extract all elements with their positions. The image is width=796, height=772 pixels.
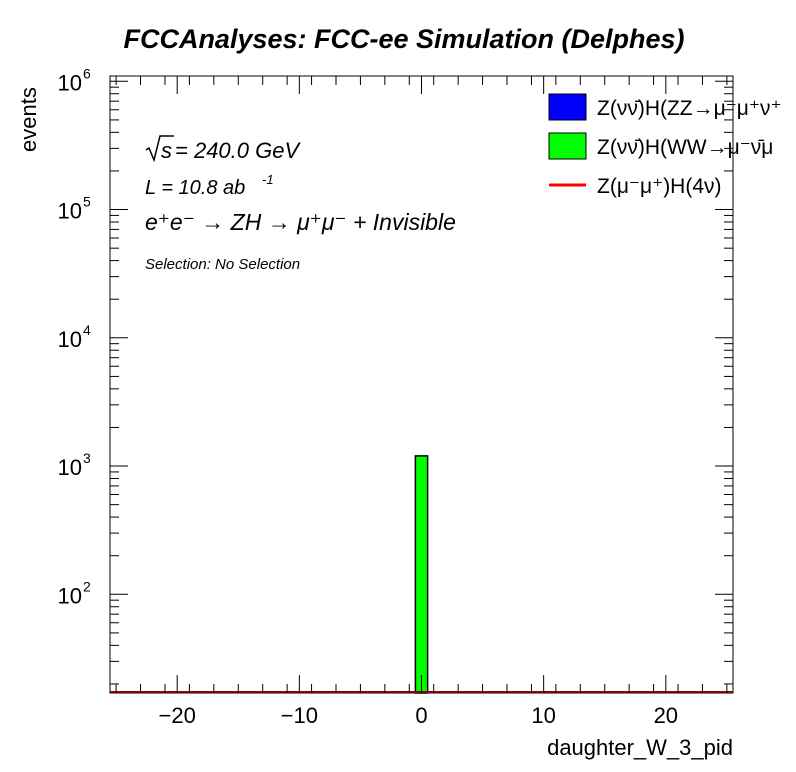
sqrt-s-annotation: s = 240.0 GeV — [145, 135, 301, 163]
legend-label-2: Z(μ⁻μ⁺)H(4ν) — [597, 175, 722, 198]
x-axis-label: daughter_W_3_pid — [547, 735, 733, 760]
y-tick-label-exponent: 3 — [83, 450, 91, 466]
sqrt-s-text: s — [161, 138, 172, 163]
histogram-bars — [110, 455, 733, 694]
process-text: e⁺e⁻ → ZH → μ⁺μ⁻ + Invisible — [145, 209, 456, 235]
y-tick-label: 10 — [58, 455, 82, 480]
y-tick-label: 10 — [58, 327, 82, 352]
y-tick-label-exponent: 2 — [83, 578, 91, 594]
sqrt-symbol — [145, 135, 174, 163]
selection-text: Selection: No Selection — [145, 256, 300, 273]
y-tick-label: 10 — [58, 199, 82, 224]
x-tick-label: −20 — [159, 703, 196, 728]
luminosity-text: L = 10.8 ab — [145, 177, 245, 199]
annotation-block: s = 240.0 GeV L = 10.8 ab -1 e⁺e⁻ → ZH →… — [145, 135, 456, 273]
y-tick-label: 10 — [58, 583, 82, 608]
chart-title: FCCAnalyses: FCC-ee Simulation (Delphes) — [123, 24, 684, 54]
y-axis-label: events — [16, 87, 41, 152]
luminosity-annotation: L = 10.8 ab -1 — [145, 172, 274, 199]
legend-label-1: Z(νν̄)H(WW→μ⁻ν̄μ — [597, 136, 773, 159]
legend-label-0: Z(νν̄)H(ZZ→μ⁻μ⁺ν⁺ — [597, 97, 782, 120]
legend-swatch-0 — [548, 93, 587, 121]
x-tick-label: 0 — [415, 703, 427, 728]
energy-text: = 240.0 GeV — [175, 138, 301, 163]
y-tick-label-exponent: 4 — [83, 322, 91, 338]
legend: Z(νν̄)H(ZZ→μ⁻μ⁺ν⁺ Z(νν̄)H(WW→μ⁻ν̄μ Z(μ⁻μ⁺)… — [548, 93, 782, 198]
x-tick-label: 10 — [531, 703, 555, 728]
legend-swatch-1 — [548, 132, 587, 160]
y-tick-label: 10 — [58, 70, 82, 95]
x-tick-label: −10 — [281, 703, 318, 728]
x-tick-label: 20 — [654, 703, 678, 728]
y-tick-label-exponent: 5 — [83, 194, 91, 210]
luminosity-exponent: -1 — [262, 172, 274, 187]
histogram-bar-series-1-bin-0 — [414, 455, 429, 694]
y-tick-label-exponent: 6 — [83, 65, 91, 81]
